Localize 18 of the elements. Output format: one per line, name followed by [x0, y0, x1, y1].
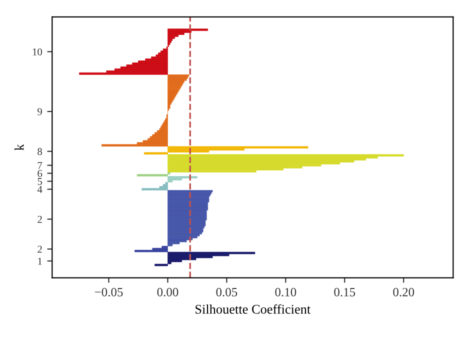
y-axis-title: k	[14, 144, 24, 150]
y-tick-label: 2	[38, 216, 42, 223]
x-tick-label: 0.10	[275, 288, 296, 296]
y-tick-label: 2	[38, 246, 42, 253]
y-tick-label: 8	[38, 148, 42, 156]
x-tick-label: 0.15	[334, 288, 356, 296]
x-tick-label: 0.20	[393, 288, 414, 296]
y-tick-label: 7	[38, 162, 42, 169]
y-tick-label: 9	[38, 108, 42, 116]
x-tick-label: 0.00	[157, 288, 178, 296]
x-axis-title: Silhouette Coefficient	[196, 304, 311, 314]
y-tick-label: 6	[38, 170, 42, 177]
x-tick-label: −0.05	[94, 288, 123, 296]
y-tick-label: 5	[38, 178, 42, 185]
y-tick-label: 10	[32, 48, 42, 56]
y-tick-label: 1	[38, 258, 42, 265]
y-tick-label: 4	[37, 186, 42, 193]
x-tick-label: 0.05	[216, 288, 238, 296]
